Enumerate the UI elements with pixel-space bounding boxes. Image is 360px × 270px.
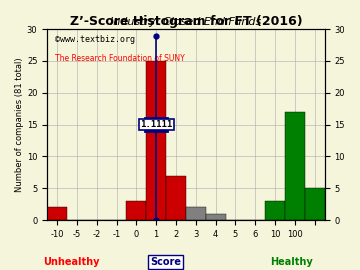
Bar <box>206 214 225 220</box>
Bar <box>305 188 325 220</box>
Text: Unhealthy: Unhealthy <box>43 257 100 267</box>
Text: Industry: Closed End Funds: Industry: Closed End Funds <box>110 17 261 27</box>
Y-axis label: Number of companies (81 total): Number of companies (81 total) <box>15 57 24 192</box>
Text: 1.1111: 1.1111 <box>140 120 172 129</box>
Text: Healthy: Healthy <box>270 257 313 267</box>
Text: Score: Score <box>150 257 181 267</box>
Title: Z’-Score Histogram for FT (2016): Z’-Score Histogram for FT (2016) <box>69 15 302 28</box>
Text: The Research Foundation of SUNY: The Research Foundation of SUNY <box>55 54 185 63</box>
Bar <box>47 207 67 220</box>
Bar <box>146 61 166 220</box>
Bar <box>186 207 206 220</box>
Bar <box>285 112 305 220</box>
Bar <box>126 201 146 220</box>
Bar <box>166 176 186 220</box>
Bar <box>265 201 285 220</box>
Text: ©www.textbiz.org: ©www.textbiz.org <box>55 35 135 44</box>
